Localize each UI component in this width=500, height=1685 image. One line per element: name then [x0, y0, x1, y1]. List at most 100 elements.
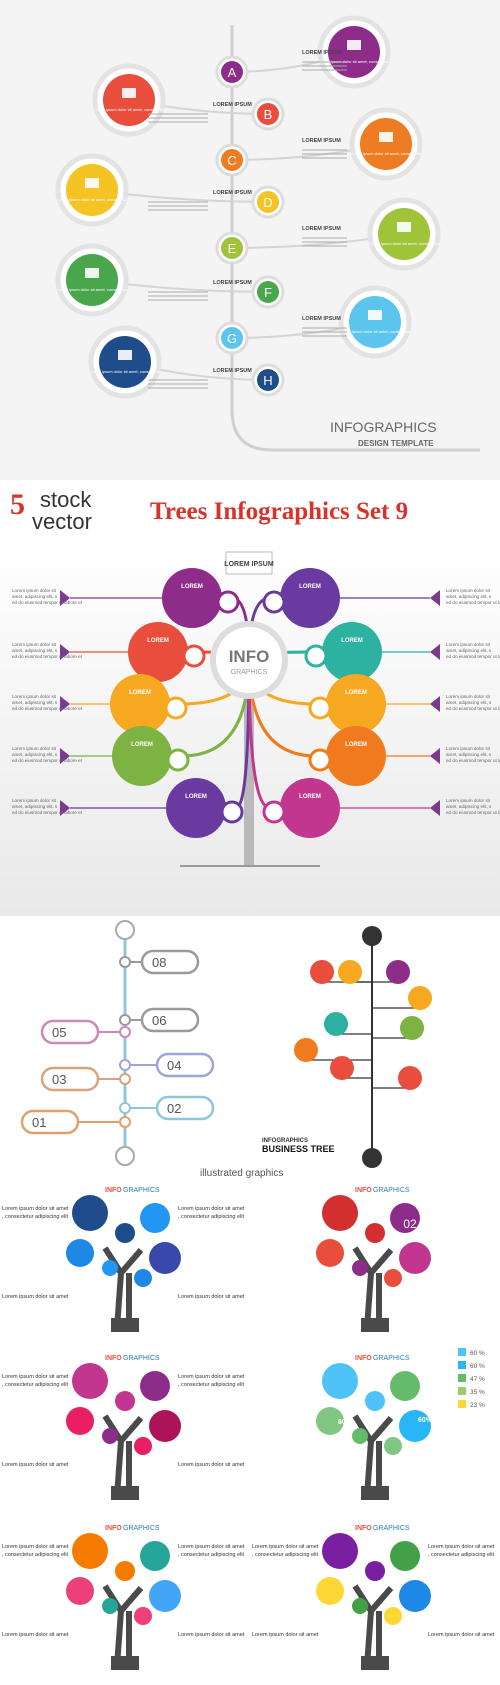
footer-title: INFOGRAPHICS: [330, 419, 437, 435]
step-heading: LOREM IPSUM: [302, 138, 341, 144]
cell-heading-rest: GRAPHICS: [123, 1525, 160, 1532]
side-text: Lorem ipsum dolor sit: [446, 588, 491, 593]
tree-bubbles-infographic: LOREM Lorem ipsum dolor sit amet, adipisc…: [0, 538, 500, 916]
cell-text: Lorem ipsum dolor sit amet: [252, 1544, 319, 1550]
number-label: 04: [167, 1058, 181, 1073]
cell-text: Lorem ipsum dolor sit amet: [2, 1294, 69, 1300]
tree-pot: [111, 1656, 139, 1670]
node-dot: [119, 1102, 131, 1114]
leaf-bubble: [322, 1195, 358, 1231]
bubble: [166, 778, 226, 838]
step-circle-caption: Lorem ipsum dolor sit amet, consectetur: [339, 329, 411, 334]
step-heading: LOREM IPSUM: [213, 190, 252, 196]
side-arrow: [430, 800, 440, 816]
two-trees-panel: 08 06 05 04 03 02 01 INFOGRAPHICS BUSINESS TRE…: [0, 916, 500, 1178]
side-arrow: [430, 748, 440, 764]
side-text: ed do eiusmod tempor ut labore et: [12, 810, 83, 815]
side-arrow: [430, 696, 440, 712]
top-label: LOREM IPSUM: [224, 561, 274, 568]
leaf-bubble: [399, 1580, 431, 1612]
cell-heading-rest: GRAPHICS: [373, 1187, 410, 1194]
number-label: 06: [152, 1013, 166, 1028]
business-tree-title: INFOGRAPHICS: [262, 1138, 308, 1144]
side-text: Lorem ipsum dolor sit: [446, 694, 491, 699]
side-text: ed do eiusmod tempor ut labore et: [12, 654, 83, 659]
cell-text: Lorem ipsum dolor sit amet: [2, 1632, 69, 1638]
leaf-bubble: [316, 1239, 344, 1267]
tree-end-icon: [115, 1146, 135, 1166]
bubble-icon: [304, 644, 328, 668]
step-heading: LOREM IPSUM: [302, 316, 341, 322]
leaf-bubble: [72, 1363, 108, 1399]
banner-word-vector: vector: [32, 509, 92, 534]
leaf-bubble: [149, 1580, 181, 1612]
bubble: [326, 674, 386, 734]
side-arrow: [430, 590, 440, 606]
bubble-label: LOREM: [181, 584, 203, 590]
cell-heading-rest: GRAPHICS: [373, 1525, 410, 1532]
banner-number: 5: [10, 488, 25, 521]
right-node-icon: [330, 1056, 354, 1080]
leaf-bubble: [384, 1437, 402, 1455]
leaf-bubble: [102, 1428, 118, 1444]
cell-heading-prefix: INFO: [355, 1525, 372, 1532]
bubble-icon: [220, 800, 244, 824]
step-number: 02: [403, 1217, 417, 1231]
legend-value: 23 %: [470, 1402, 485, 1409]
side-arrow: [60, 696, 70, 712]
side-text: Lorem ipsum dolor sit: [12, 694, 57, 699]
leaf-bubble: [365, 1391, 385, 1411]
center-circle: [210, 621, 288, 699]
step-icon: [347, 40, 361, 50]
cell-text: Lorem ipsum dolor sit amet: [2, 1544, 69, 1550]
leaf-bubble: [352, 1598, 368, 1614]
leaf-bubble: [384, 1269, 402, 1287]
side-arrow: [60, 590, 70, 606]
right-node-icon: [310, 960, 334, 984]
leaf-percent: 80%: [338, 1419, 353, 1426]
letter-text: D: [263, 195, 272, 210]
legend-value: 47 %: [470, 1376, 485, 1383]
leaf-bubble: [322, 1363, 358, 1399]
tree-pot: [111, 1318, 139, 1332]
step-circle-caption: Lorem ipsum dolor sit amet, consectetur: [56, 197, 128, 202]
side-text: amet, adipiscing elit, s: [446, 594, 492, 599]
leaf-bubble: [365, 1223, 385, 1243]
number-pill: [20, 1109, 80, 1135]
timeline-svg: Lorem ipsum dolor sit amet, consectetur A…: [55, 15, 480, 452]
bubble-label: LOREM: [345, 742, 367, 748]
letter-badge: [221, 61, 243, 83]
cell-text: , consectetur adipiscing elit: [428, 1552, 495, 1558]
letter-badge: [257, 369, 279, 391]
step-icon: [368, 310, 382, 320]
side-text: ed do eiusmod tempor ut labore et: [446, 810, 500, 815]
right-node-icon: [398, 1066, 422, 1090]
cell-text: , consectetur adipiscing elit: [178, 1382, 245, 1388]
step-icon: [122, 88, 136, 98]
leaf-bubble: [399, 1242, 431, 1274]
right-node-icon: [362, 926, 382, 946]
side-text: Lorem ipsum dolor sit: [12, 588, 57, 593]
node-dot: [119, 1014, 131, 1026]
step-icon: [85, 178, 99, 188]
right-node-icon: [408, 986, 432, 1010]
step-circle-caption: Lorem ipsum dolor sit amet, consectetur: [89, 369, 161, 374]
bubble-icon: [262, 800, 286, 824]
banner-word-stock: stock: [40, 487, 92, 512]
bubble-label: LOREM: [131, 742, 153, 748]
leaf-bubble: [115, 1561, 135, 1581]
node-dot: [119, 1073, 131, 1085]
right-node-icon: [362, 1148, 382, 1168]
side-text: ed do eiusmod tempor ut labore et: [12, 600, 83, 605]
leaf-bubble: [66, 1577, 94, 1605]
leaf-bubble: [115, 1391, 135, 1411]
cell-text: Lorem ipsum dolor sit amet: [2, 1374, 69, 1380]
side-text: Lorem ipsum dolor sit: [12, 642, 57, 647]
legend-swatch: [458, 1348, 466, 1356]
step-heading: LOREM IPSUM: [213, 280, 252, 286]
legend-value: 60 %: [470, 1363, 485, 1370]
cell-text: Lorem ipsum dolor sit amet: [2, 1206, 69, 1212]
cell-text: Lorem ipsum dolor sit amet: [178, 1544, 245, 1550]
cell-text: Lorem ipsum dolor sit amet: [178, 1374, 245, 1380]
step-heading: LOREM IPSUM: [213, 102, 252, 108]
